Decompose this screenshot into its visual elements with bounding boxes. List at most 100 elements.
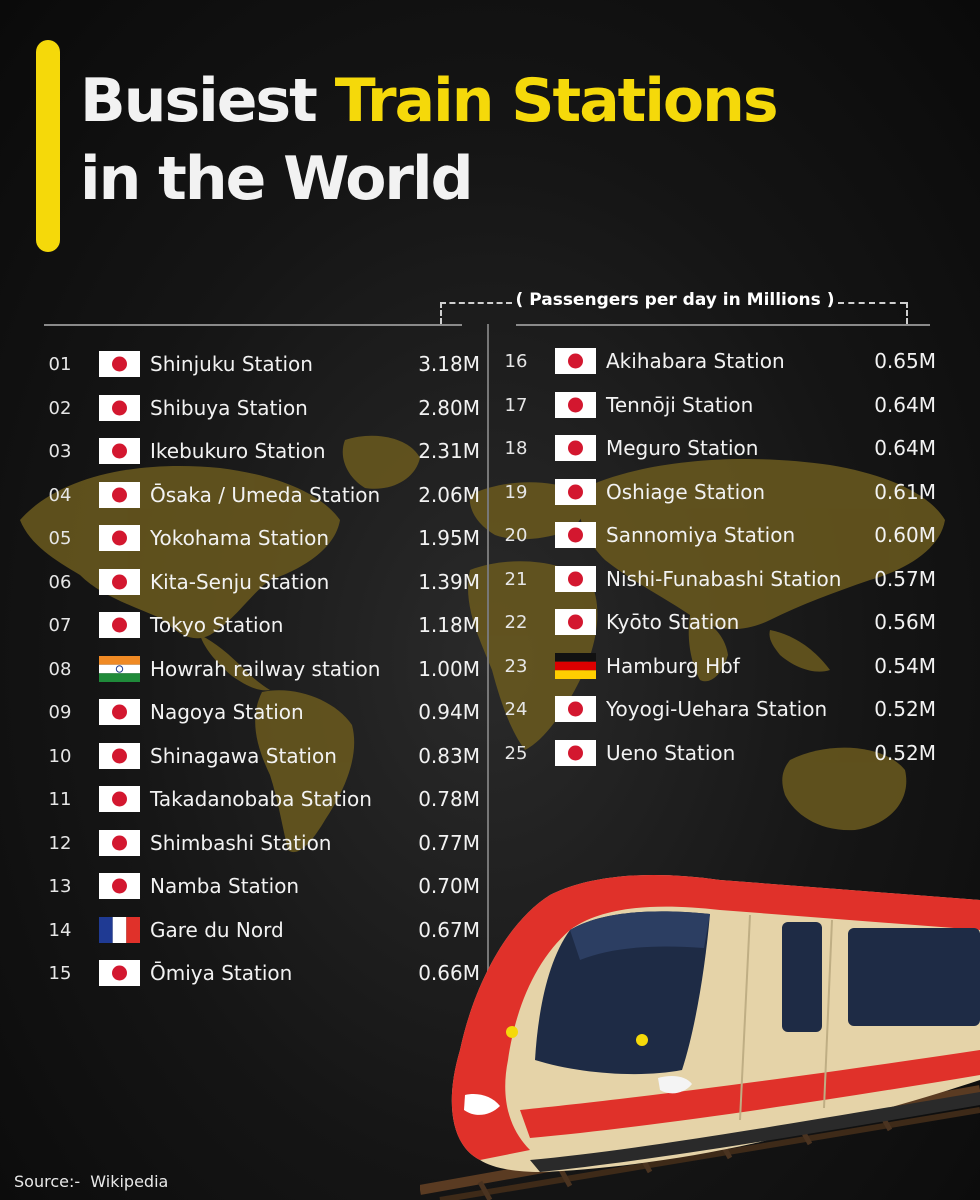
station-rank: 10 <box>48 745 72 767</box>
station-passengers: 0.94M <box>418 700 480 724</box>
station-rank: 06 <box>48 571 72 593</box>
station-name: Nishi-Funabashi Station <box>606 566 842 591</box>
japan-flag-icon <box>99 612 140 638</box>
station-name: Ueno Station <box>606 740 736 765</box>
station-rank: 11 <box>48 789 72 810</box>
japan-flag-icon <box>555 739 596 766</box>
station-row: 23 Hamburg Hbf 0.54M <box>505 652 936 682</box>
station-rank: 15 <box>48 963 72 984</box>
japan-flag-icon <box>99 394 140 421</box>
station-name: Nagoya Station <box>150 700 304 724</box>
world-map-background <box>20 435 945 853</box>
japan-flag-icon <box>555 478 596 505</box>
station-row: 16 Akihabara Station 0.65M <box>505 347 936 377</box>
station-row: 18 Meguro Station 0.64M <box>505 434 936 464</box>
station-rank: 09 <box>48 702 72 723</box>
station-passengers: 0.83M <box>418 743 480 768</box>
station-passengers: 1.39M <box>418 569 480 594</box>
station-rank: 20 <box>504 525 528 546</box>
japan-flag-icon <box>555 609 596 635</box>
station-name: Ikebukuro Station <box>150 439 326 463</box>
station-name: Ōsaka / Umeda Station <box>150 482 381 507</box>
station-row: 10 Shinagawa Station 0.83M <box>49 742 480 772</box>
station-passengers: 0.70M <box>418 874 480 898</box>
japan-flag-icon <box>99 699 140 725</box>
germany-flag-icon <box>555 652 596 679</box>
accent-bar <box>36 40 60 252</box>
station-passengers: 1.95M <box>418 526 480 550</box>
station-passengers: 1.00M <box>418 656 480 681</box>
station-name: Kyōto Station <box>606 610 740 634</box>
station-name: Gare du Nord <box>150 917 284 942</box>
station-row: 08 Howrah railway station 1.00M <box>49 655 480 685</box>
station-rank: 12 <box>48 832 72 854</box>
station-passengers: 0.67M <box>418 917 480 942</box>
station-name: Ōmiya Station <box>150 961 293 985</box>
station-name: Kita-Senju Station <box>150 569 330 594</box>
station-passengers: 3.18M <box>418 352 480 376</box>
station-rank: 17 <box>504 394 528 416</box>
source-label: Source:- <box>14 1172 81 1191</box>
station-name: Takadanobaba Station <box>150 787 372 811</box>
station-name: Meguro Station <box>606 436 759 460</box>
station-rank: 02 <box>48 397 72 419</box>
station-passengers: 2.80M <box>418 395 480 420</box>
japan-flag-icon <box>99 351 140 377</box>
station-name: Yokohama Station <box>150 526 330 550</box>
japan-flag-icon <box>555 391 596 418</box>
station-row: 07 Tokyo Station 1.18M <box>49 611 480 641</box>
station-rank: 21 <box>504 568 528 590</box>
japan-flag-icon <box>99 742 140 769</box>
bracket-left-vertical <box>440 302 442 324</box>
station-passengers: 0.64M <box>874 392 936 417</box>
station-row: 19 Oshiage Station 0.61M <box>505 478 936 508</box>
japan-flag-icon <box>99 873 140 899</box>
japan-flag-icon <box>99 960 140 986</box>
station-rank: 18 <box>504 438 528 459</box>
station-passengers: 0.52M <box>874 697 936 721</box>
station-rank: 24 <box>504 699 528 720</box>
india-flag-icon <box>99 655 140 682</box>
station-row: 25 Ueno Station 0.52M <box>505 739 936 769</box>
title-part1: Busiest <box>80 66 318 136</box>
station-row: 22 Kyōto Station 0.56M <box>505 608 936 638</box>
france-flag-icon <box>99 916 140 943</box>
station-row: 03 Ikebukuro Station 2.31M <box>49 437 480 467</box>
station-row: 13 Namba Station 0.70M <box>49 872 480 902</box>
station-row: 15 Ōmiya Station 0.66M <box>49 959 480 989</box>
station-name: Oshiage Station <box>606 479 766 504</box>
page-title: Busiest Train Stations in the World <box>80 62 779 218</box>
station-row: 06 Kita-Senju Station 1.39M <box>49 568 480 598</box>
japan-flag-icon <box>99 829 140 856</box>
station-name: Shibuya Station <box>150 395 308 420</box>
station-passengers: 0.52M <box>874 740 936 765</box>
station-row: 14 Gare du Nord 0.67M <box>49 916 480 946</box>
station-passengers: 0.61M <box>874 479 936 504</box>
station-rank: 19 <box>504 481 528 503</box>
station-passengers: 0.65M <box>874 349 936 373</box>
header-rule-left <box>44 324 462 326</box>
bracket-left-horizontal <box>440 302 512 304</box>
station-name: Shinagawa Station <box>150 743 337 768</box>
train-illustration <box>420 875 980 1200</box>
station-name: Hamburg Hbf <box>606 653 740 678</box>
station-row: 11 Takadanobaba Station 0.78M <box>49 785 480 815</box>
station-name: Tokyo Station <box>150 613 284 637</box>
title-part2: in the World <box>80 144 474 214</box>
japan-flag-icon <box>99 481 140 508</box>
station-name: Akihabara Station <box>606 349 785 373</box>
japan-flag-icon <box>555 696 596 722</box>
station-rank: 13 <box>48 876 72 897</box>
title-highlight: Train Stations <box>334 66 779 136</box>
bracket-right-horizontal <box>838 302 906 304</box>
station-name: Howrah railway station <box>150 656 381 681</box>
station-row: 20 Sannomiya Station 0.60M <box>505 521 936 551</box>
station-passengers: 0.54M <box>874 653 936 678</box>
japan-flag-icon <box>555 565 596 592</box>
station-passengers: 0.57M <box>874 566 936 591</box>
source-credit: Source:- Wikipedia <box>14 1172 168 1191</box>
station-row: 17 Tennōji Station 0.64M <box>505 391 936 421</box>
station-row: 24 Yoyogi-Uehara Station 0.52M <box>505 695 936 725</box>
station-passengers: 1.18M <box>418 613 480 637</box>
japan-flag-icon <box>99 568 140 595</box>
